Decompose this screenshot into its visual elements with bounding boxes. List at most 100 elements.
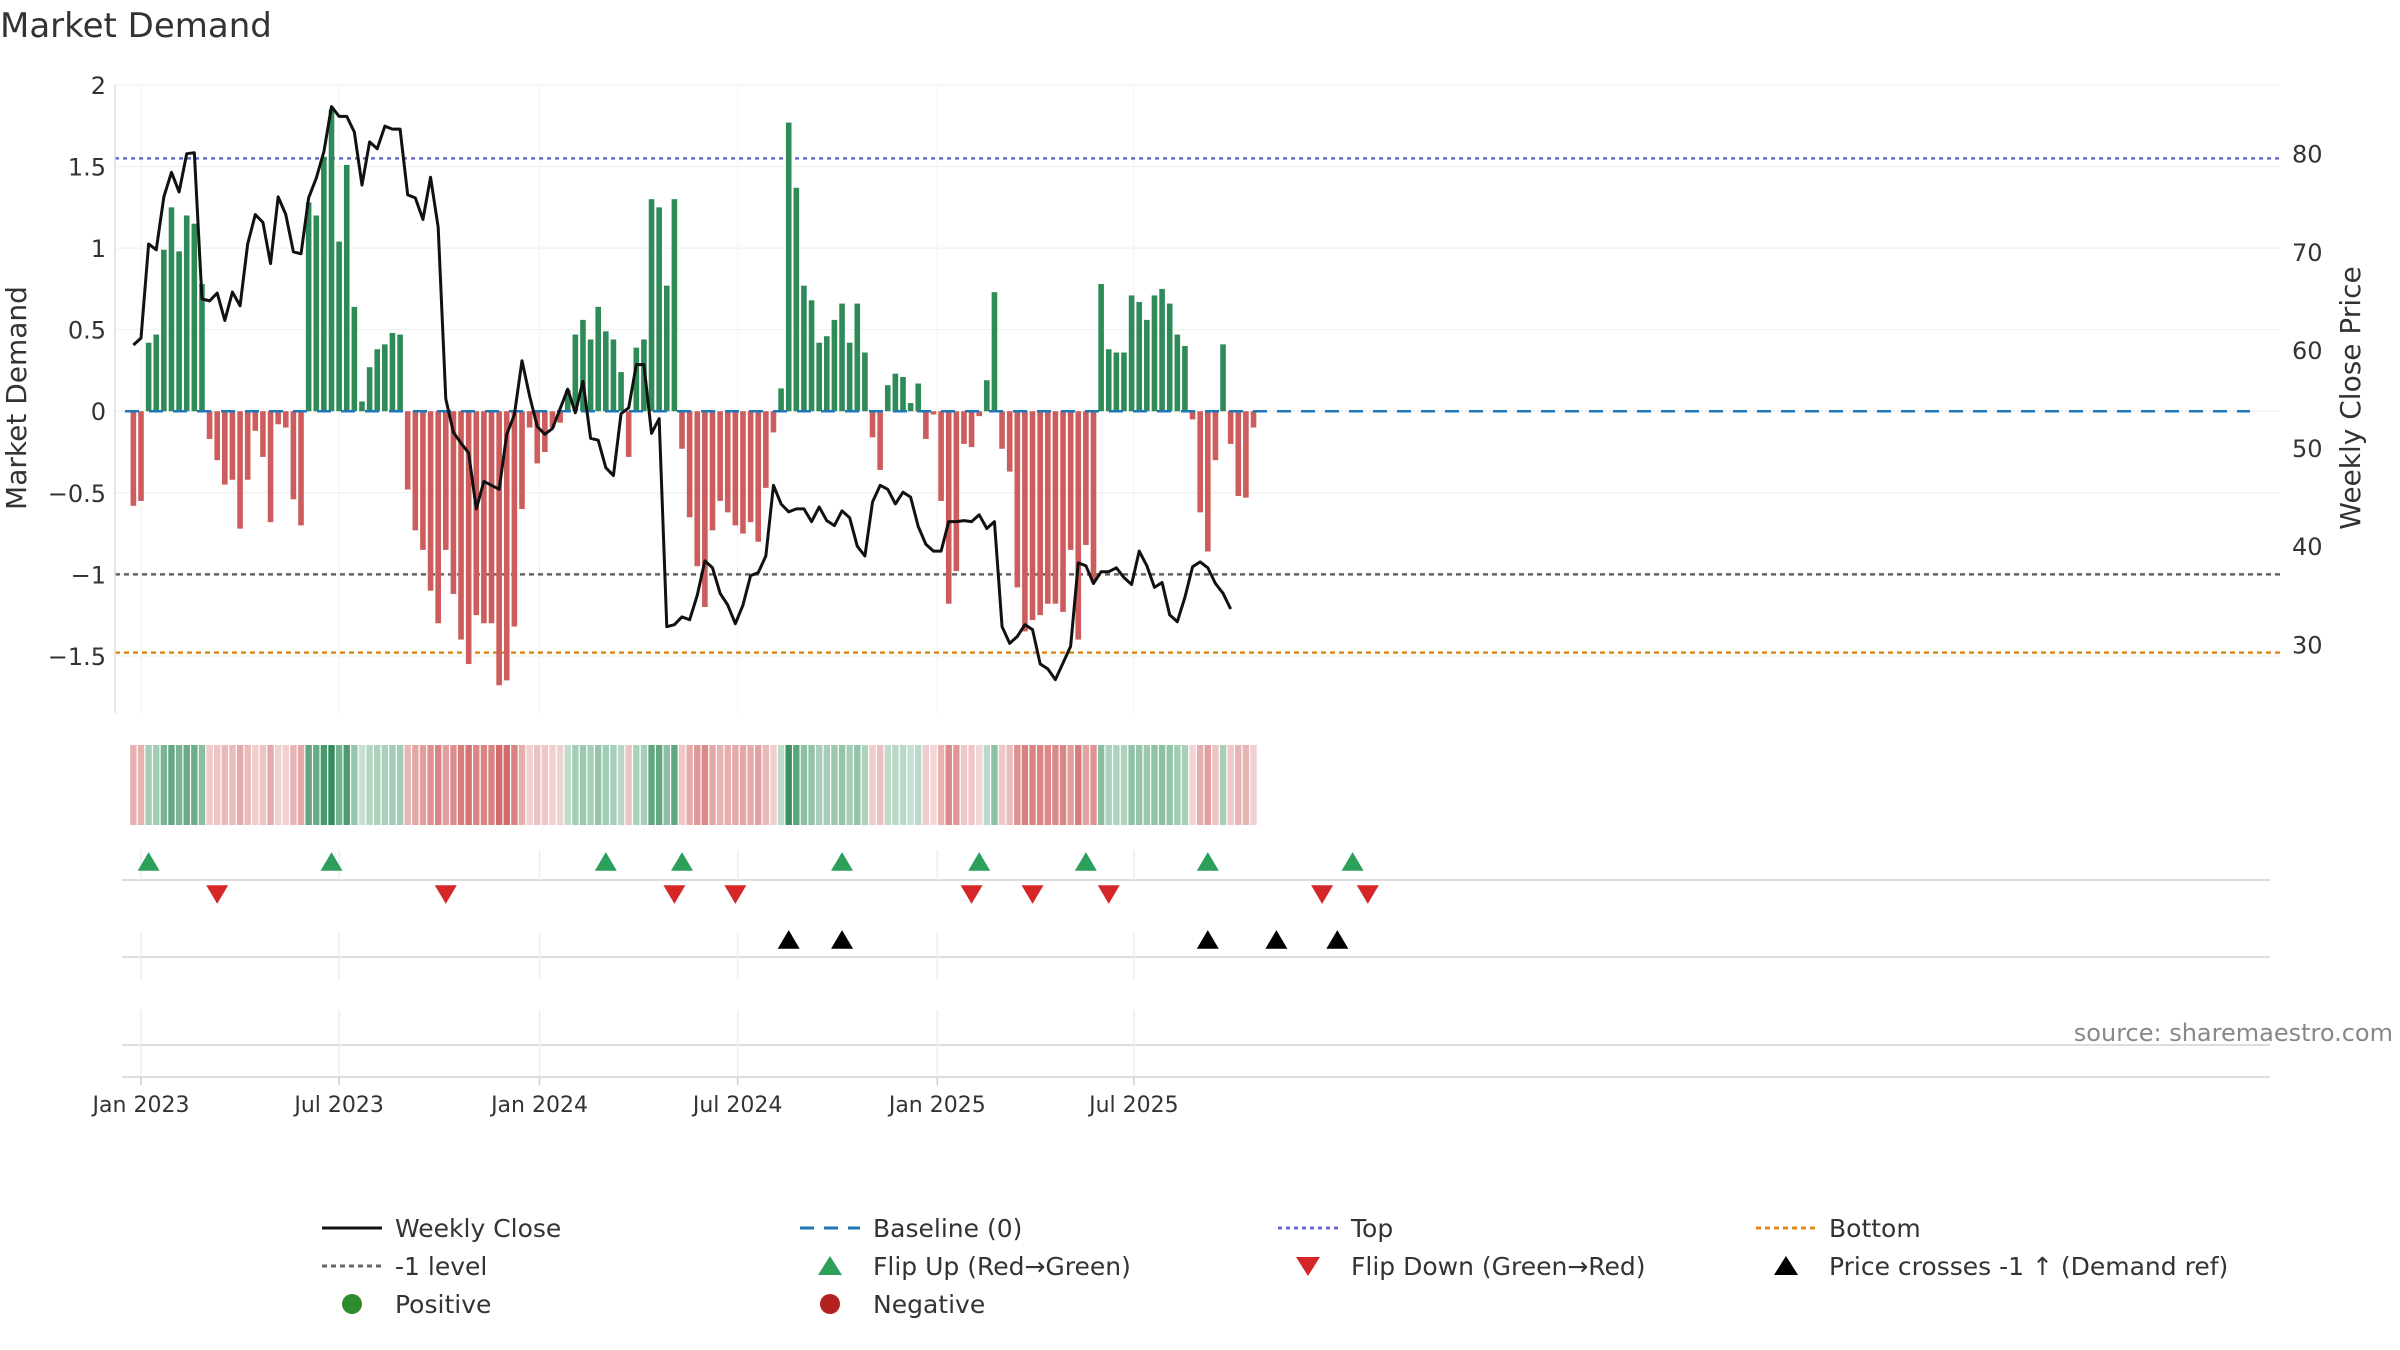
demand-bar-positive bbox=[824, 336, 830, 412]
heat-cell bbox=[1044, 745, 1051, 825]
heat-cell bbox=[1105, 745, 1112, 825]
right-y-tick-label: 40 bbox=[2292, 533, 2323, 561]
heat-cell bbox=[495, 745, 503, 825]
demand-bar-negative bbox=[138, 411, 144, 501]
demand-bar-positive bbox=[580, 319, 586, 412]
demand-bar-negative bbox=[702, 411, 708, 607]
demand-bar-positive bbox=[900, 376, 906, 412]
demand-bar-positive bbox=[907, 403, 914, 412]
heat-cell bbox=[808, 745, 815, 825]
heat-cell bbox=[267, 745, 274, 825]
demand-bar-negative bbox=[740, 411, 746, 534]
y-tick-label: −0.5 bbox=[48, 480, 106, 508]
demand-bar-negative bbox=[229, 411, 236, 480]
flip-down-marker bbox=[1021, 885, 1044, 904]
demand-bar-negative bbox=[130, 411, 137, 506]
demand-bar-positive bbox=[892, 373, 899, 412]
demand-bar-negative bbox=[450, 411, 457, 594]
demand-bar-negative bbox=[717, 411, 723, 501]
heat-cell bbox=[785, 745, 792, 825]
heat-cell bbox=[160, 745, 168, 825]
heat-cell bbox=[1204, 745, 1211, 825]
demand-bar-positive bbox=[389, 332, 396, 412]
demand-bar-negative bbox=[1006, 411, 1013, 472]
heat-cell bbox=[1250, 745, 1257, 825]
demand-bar-positive bbox=[1098, 284, 1104, 412]
demand-bar-positive bbox=[603, 331, 609, 412]
demand-bar-negative bbox=[519, 411, 525, 510]
heat-cell bbox=[579, 745, 587, 825]
weekly-close-line bbox=[132, 105, 1233, 682]
demand-bar-negative bbox=[961, 411, 967, 444]
heat-cell bbox=[770, 745, 777, 825]
heat-cell bbox=[236, 745, 244, 825]
demand-bar-positive bbox=[801, 285, 807, 412]
demand-bar-negative bbox=[222, 411, 228, 485]
heat-cell bbox=[221, 745, 229, 825]
legend-label: Bottom bbox=[1829, 1214, 1921, 1243]
demand-bar-positive bbox=[671, 199, 678, 412]
heat-cell bbox=[1136, 745, 1143, 825]
demand-bar-positive bbox=[176, 251, 182, 412]
flip-down-marker bbox=[206, 885, 229, 904]
heat-cell bbox=[374, 745, 381, 825]
heat-cell bbox=[815, 745, 823, 825]
demand-bar-negative bbox=[481, 411, 487, 624]
heat-cell bbox=[572, 745, 579, 825]
heat-cell bbox=[823, 745, 830, 825]
legend-label: Top bbox=[1350, 1214, 1393, 1243]
legend-swatch-flip-down bbox=[1296, 1257, 1320, 1276]
demand-bar-negative bbox=[1205, 411, 1211, 552]
flip-down-marker bbox=[434, 885, 457, 904]
demand-bar-positive bbox=[397, 334, 403, 412]
demand-bar-positive bbox=[305, 202, 312, 412]
heat-cell bbox=[930, 745, 937, 825]
price-cross-marker bbox=[777, 930, 800, 949]
heat-cell bbox=[610, 745, 617, 825]
demand-bar-positive bbox=[1128, 295, 1135, 412]
y-tick-label: 2 bbox=[91, 72, 106, 100]
legend-swatch-negative bbox=[820, 1294, 840, 1314]
flip-up-marker bbox=[1074, 852, 1097, 871]
demand-bar-negative bbox=[465, 411, 472, 665]
flip-up-marker bbox=[320, 852, 343, 871]
demand-bar-positive bbox=[321, 156, 327, 412]
demand-bar-negative bbox=[534, 411, 541, 464]
heat-cell bbox=[320, 745, 328, 825]
demand-bar-negative bbox=[244, 411, 251, 480]
demand-bar-positive bbox=[839, 303, 845, 412]
demand-bar-negative bbox=[1067, 411, 1074, 550]
heat-cell bbox=[259, 745, 267, 825]
demand-bar-positive bbox=[153, 334, 160, 412]
demand-bar-positive bbox=[884, 385, 891, 412]
x-tick-label: Jul 2024 bbox=[691, 1093, 783, 1118]
right-y-tick-label: 70 bbox=[2292, 239, 2323, 267]
price-cross-marker bbox=[1326, 930, 1349, 949]
y-tick-label: −1 bbox=[71, 561, 106, 589]
heat-cell bbox=[991, 745, 998, 825]
demand-bar-negative bbox=[1037, 411, 1043, 616]
legend-label: Negative bbox=[873, 1290, 985, 1319]
heat-cell bbox=[396, 745, 404, 825]
y-tick-label: 1.5 bbox=[68, 154, 106, 182]
heat-cell bbox=[915, 745, 922, 825]
heat-cell bbox=[602, 745, 610, 825]
heat-cell bbox=[274, 745, 282, 825]
right-y-axis-label: Weekly Close Price bbox=[2334, 266, 2367, 529]
heat-cell bbox=[945, 745, 952, 825]
heat-cell bbox=[389, 745, 396, 825]
heat-cell bbox=[1090, 745, 1097, 825]
heat-cell bbox=[381, 745, 389, 825]
price-cross-marker bbox=[1196, 930, 1219, 949]
right-y-tick-label: 60 bbox=[2292, 337, 2323, 365]
demand-bar-positive bbox=[1121, 352, 1127, 412]
heat-cell bbox=[1196, 745, 1204, 825]
heat-cell bbox=[1174, 745, 1181, 825]
flip-down-marker bbox=[1097, 885, 1120, 904]
heat-cell bbox=[899, 745, 907, 825]
demand-heat-strip bbox=[130, 745, 1257, 825]
heat-cell bbox=[747, 745, 754, 825]
demand-bar-negative bbox=[206, 411, 213, 439]
heat-cell bbox=[739, 745, 747, 825]
demand-bar-positive bbox=[793, 187, 800, 412]
